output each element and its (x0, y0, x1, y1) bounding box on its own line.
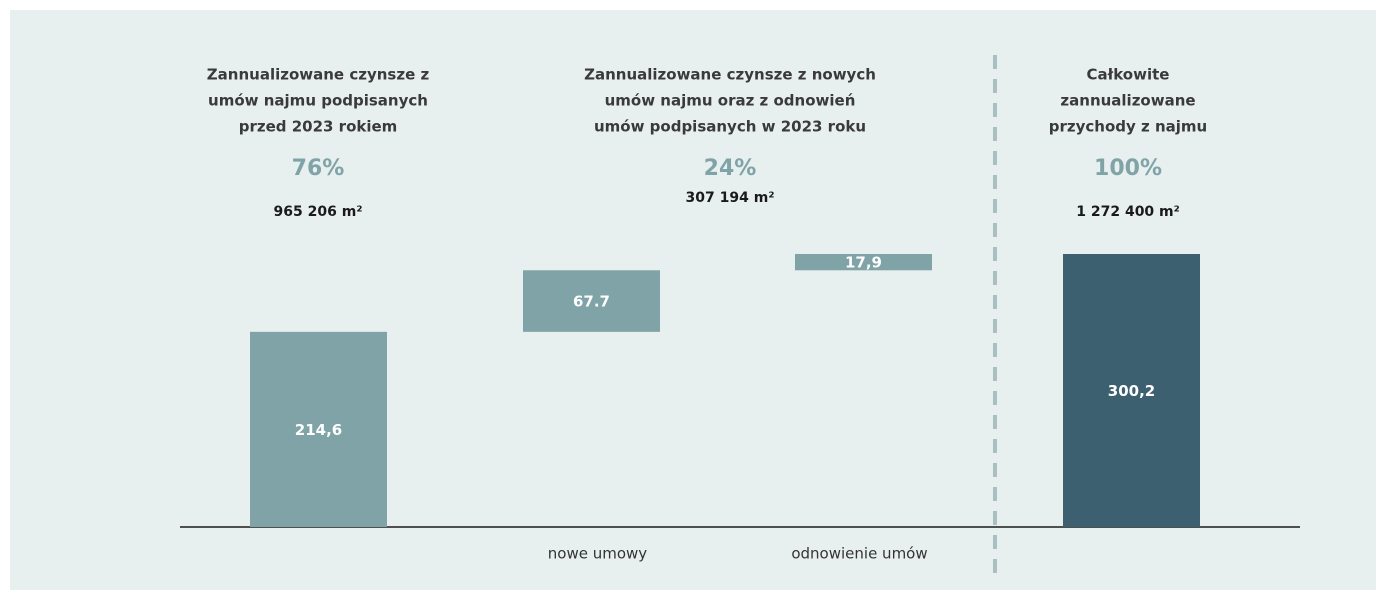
group-title: Zannualizowane czynsze z nowych (584, 66, 876, 84)
bar (795, 254, 932, 271)
value-label: 300,2 (1108, 382, 1155, 400)
value-label: 17,9 (845, 254, 882, 272)
group-title: umów najmu podpisanych (208, 92, 428, 110)
group-title: Zannualizowane czynsze z (207, 66, 430, 84)
value-label: 214,6 (295, 421, 342, 439)
group-title: umów podpisanych w 2023 roku (594, 118, 866, 136)
group-title: przychody z najmu (1049, 118, 1207, 136)
value-label: 67.7 (573, 293, 610, 311)
bar (250, 331, 387, 527)
group-title: Całkowite (1087, 66, 1170, 84)
group-area: 965 206 m² (274, 204, 363, 220)
group-area: 1 272 400 m² (1076, 204, 1180, 220)
group-area: 307 194 m² (686, 190, 775, 206)
group-title: przed 2023 rokiem (239, 118, 398, 136)
category-label: odnowienie umów (791, 545, 927, 563)
group-share: 24% (704, 156, 757, 181)
group-share: 100% (1094, 156, 1162, 181)
group-share: 76% (292, 156, 345, 181)
group-title: umów najmu oraz z odnowień (605, 92, 856, 110)
group-title: zannualizowane (1060, 92, 1195, 110)
category-label: nowe umowy (548, 545, 648, 563)
bar (1063, 254, 1200, 527)
bar (523, 270, 660, 332)
